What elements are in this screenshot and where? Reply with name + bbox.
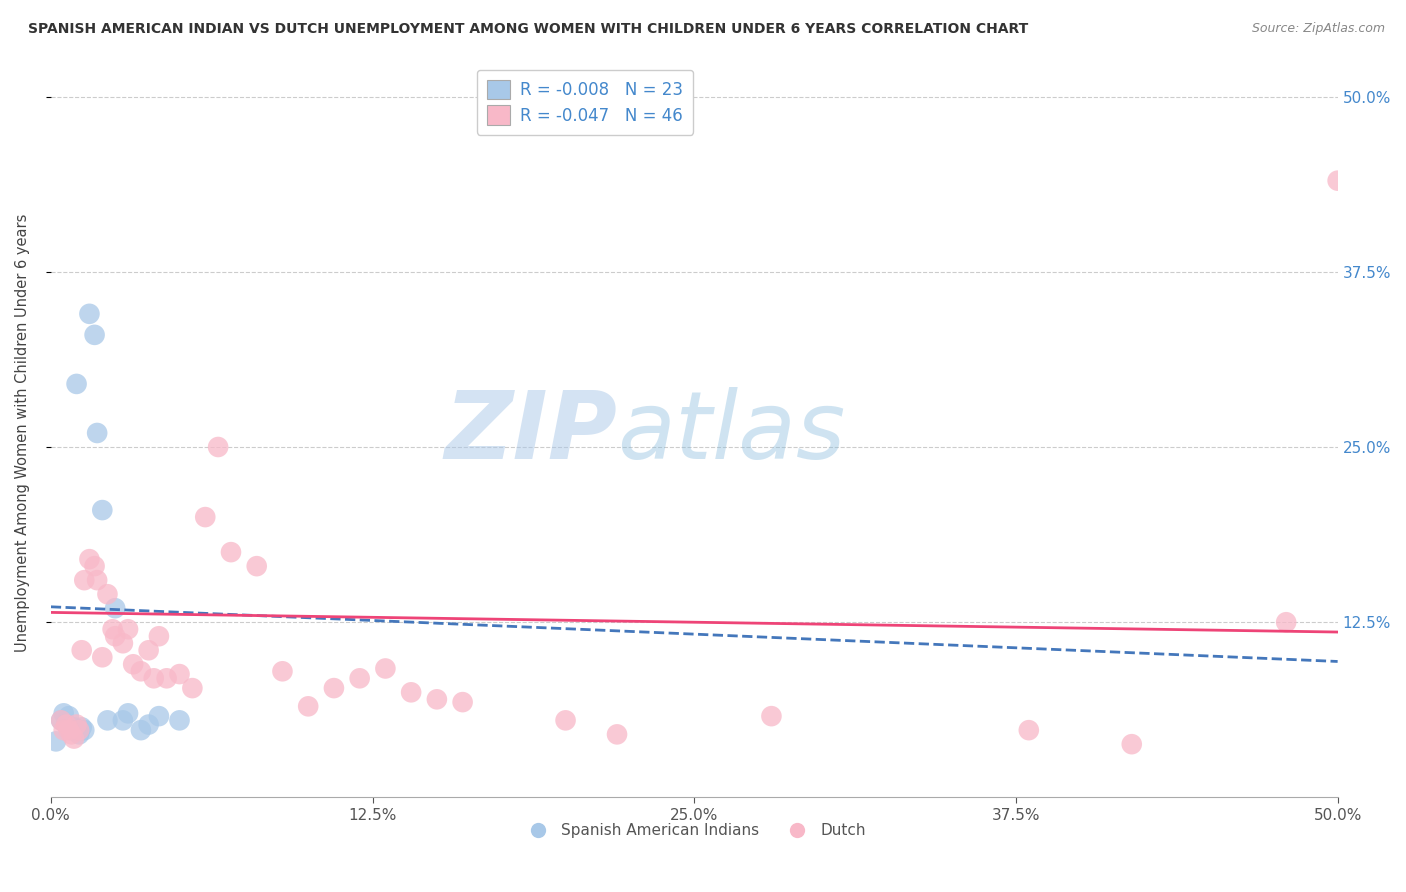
Point: [55, 717, 77, 731]
Point: [104, 601, 127, 615]
Point: [91, 503, 114, 517]
Point: [451, 695, 474, 709]
Point: [129, 723, 152, 738]
Point: [1018, 723, 1040, 738]
Point: [52, 723, 75, 738]
Point: [138, 643, 160, 657]
Point: [60, 727, 83, 741]
Point: [156, 671, 179, 685]
Point: [63, 720, 86, 734]
Point: [181, 681, 204, 695]
Point: [606, 727, 628, 741]
Point: [58, 709, 80, 723]
Point: [70, 643, 93, 657]
Point: [79, 307, 101, 321]
Point: [122, 657, 145, 672]
Point: [63, 731, 86, 746]
Point: [207, 440, 229, 454]
Text: SPANISH AMERICAN INDIAN VS DUTCH UNEMPLOYMENT AMONG WOMEN WITH CHILDREN UNDER 6 : SPANISH AMERICAN INDIAN VS DUTCH UNEMPLO…: [28, 22, 1028, 37]
Point: [271, 665, 294, 679]
Point: [138, 717, 160, 731]
Point: [79, 552, 101, 566]
Point: [169, 714, 191, 728]
Point: [65, 717, 87, 731]
Point: [67, 727, 90, 741]
Point: [101, 622, 124, 636]
Point: [73, 573, 96, 587]
Point: [1326, 174, 1348, 188]
Point: [194, 510, 217, 524]
Point: [70, 720, 93, 734]
Text: ZIP: ZIP: [444, 387, 617, 479]
Point: [58, 723, 80, 738]
Point: [60, 723, 83, 738]
Point: [117, 706, 139, 721]
Point: [86, 425, 108, 440]
Text: Source: ZipAtlas.com: Source: ZipAtlas.com: [1251, 22, 1385, 36]
Point: [554, 714, 576, 728]
Point: [104, 629, 127, 643]
Point: [49, 714, 72, 728]
Point: [111, 714, 134, 728]
Point: [86, 573, 108, 587]
Point: [246, 559, 269, 574]
Point: [83, 327, 105, 342]
Point: [323, 681, 346, 695]
Point: [148, 709, 170, 723]
Point: [374, 661, 396, 675]
Point: [142, 671, 165, 685]
Point: [91, 650, 114, 665]
Text: atlas: atlas: [617, 387, 845, 478]
Point: [111, 636, 134, 650]
Legend: Spanish American Indians, Dutch: Spanish American Indians, Dutch: [516, 817, 872, 845]
Point: [73, 723, 96, 738]
Point: [297, 699, 319, 714]
Point: [148, 629, 170, 643]
Point: [96, 587, 118, 601]
Point: [55, 717, 77, 731]
Point: [349, 671, 371, 685]
Point: [761, 709, 783, 723]
Point: [117, 622, 139, 636]
Point: [1121, 737, 1143, 751]
Point: [49, 714, 72, 728]
Point: [83, 559, 105, 574]
Point: [1275, 615, 1298, 630]
Point: [426, 692, 449, 706]
Point: [65, 376, 87, 391]
Point: [52, 706, 75, 721]
Point: [399, 685, 422, 699]
Point: [67, 723, 90, 738]
Point: [45, 734, 67, 748]
Y-axis label: Unemployment Among Women with Children Under 6 years: Unemployment Among Women with Children U…: [15, 214, 30, 652]
Point: [129, 665, 152, 679]
Point: [219, 545, 242, 559]
Point: [96, 714, 118, 728]
Point: [169, 667, 191, 681]
